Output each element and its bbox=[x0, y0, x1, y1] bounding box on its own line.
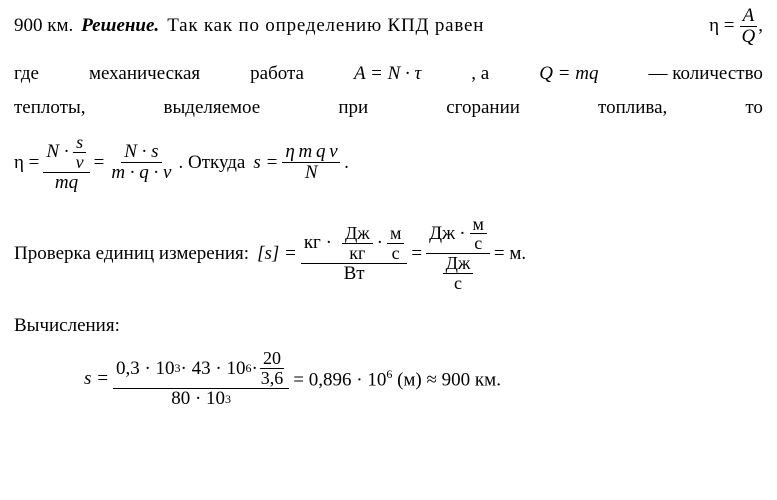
J-2b: Дж bbox=[443, 254, 474, 274]
numeric-frac-num: 0,3 · 103 · 43 · 106 · 20 3,6 bbox=[113, 349, 289, 389]
solution-word: Решение. bbox=[81, 15, 159, 37]
J-2a: Дж bbox=[429, 224, 455, 244]
num-etamqv: η m q v bbox=[282, 142, 340, 163]
N-dot: N · bbox=[46, 142, 68, 162]
eta-equals: η = bbox=[709, 15, 734, 37]
frac-J-over-s: Дж с bbox=[443, 254, 474, 293]
s-equals: s = bbox=[253, 152, 278, 174]
coef-2: · 43 · 10 bbox=[181, 359, 246, 379]
numerator-compound-left: N · s v bbox=[43, 133, 89, 173]
word-during: при bbox=[338, 97, 368, 119]
equals-1: = bbox=[94, 152, 105, 174]
numerator-A: A bbox=[740, 6, 758, 27]
word-mechanical: механическая bbox=[89, 63, 200, 85]
denominator-mq: mq bbox=[52, 173, 81, 193]
bracket-s: [s] = bbox=[257, 243, 297, 265]
units-frac-1-num: кг · Дж кг · м с bbox=[301, 224, 408, 264]
dot-1: · bbox=[377, 233, 383, 253]
row2d: , а bbox=[471, 63, 489, 84]
eq-Q: Q = mq bbox=[539, 63, 598, 85]
m-2: м bbox=[470, 215, 487, 235]
coef-1: 0,3 · 10 bbox=[116, 359, 175, 379]
J-1: Дж bbox=[342, 224, 373, 244]
num-Ns: N · s bbox=[121, 142, 161, 163]
sec-3: с bbox=[451, 274, 465, 293]
s-equals-2: s = bbox=[84, 368, 109, 390]
sec-2: с bbox=[471, 234, 485, 253]
tail-comma: , bbox=[758, 15, 763, 37]
dot-2: · bbox=[459, 224, 465, 244]
word-work: работа bbox=[250, 63, 304, 85]
twenty: 20 bbox=[260, 349, 284, 369]
equals-m: = м. bbox=[494, 243, 526, 265]
whence: . Откуда bbox=[178, 152, 245, 174]
numeric-frac-den: 80 · 103 bbox=[168, 389, 234, 409]
line-7-numeric: s = 0,3 · 103 · 43 · 106 · 20 3,6 80 · 1… bbox=[14, 349, 763, 409]
kg-dot: кг · bbox=[304, 233, 332, 253]
line-4-derivation: η = N · s v mq = N · s m · q · v . Откуд… bbox=[14, 133, 763, 193]
line-1: 900 км. Решение. Так как по определению … bbox=[14, 6, 763, 47]
line-2: где механическая работа A = N · τ , а Q … bbox=[14, 63, 763, 85]
sec-1: с bbox=[389, 244, 403, 263]
frac-m-over-s-1: м с bbox=[387, 224, 404, 263]
kg-1: кг bbox=[346, 244, 368, 263]
word-then: то bbox=[745, 97, 763, 119]
den-N: N bbox=[302, 163, 321, 183]
exp3-2: 3 bbox=[225, 393, 231, 406]
calculations-label: Вычисления: bbox=[14, 315, 120, 337]
eta-eq-2: η = bbox=[14, 152, 39, 174]
word-fuel: топлива, bbox=[598, 97, 667, 119]
result-part: = 0,896 · 106 (м) ≈ 900 км. bbox=[293, 367, 501, 391]
word-released: выделяемое bbox=[164, 97, 261, 119]
frac-Ns-over-mqv: N · s m · q · v bbox=[108, 142, 174, 183]
period-1: . bbox=[344, 152, 349, 174]
word-heat: теплоты, bbox=[14, 97, 85, 119]
line-3: теплоты, выделяемое при сгорании топлива… bbox=[14, 97, 763, 119]
W-1: Вт bbox=[341, 264, 368, 284]
frac-m-over-s-2: м с bbox=[470, 215, 487, 254]
units-frac-2-den: Дж с bbox=[440, 254, 477, 293]
inner-num-s: s bbox=[73, 133, 86, 153]
frac-20-over-3p6: 20 3,6 bbox=[258, 349, 287, 388]
result-tail: (м) ≈ 900 км. bbox=[392, 369, 501, 390]
frac-compound-left: N · s v mq bbox=[43, 133, 89, 193]
units-check-label: Проверка единиц измерения: bbox=[14, 243, 249, 265]
den-mqv: m · q · v bbox=[108, 163, 174, 183]
frac-J-over-kg: Дж кг bbox=[342, 224, 373, 263]
den-coef: 80 · 10 bbox=[171, 389, 225, 409]
units-frac-2: Дж · м с Дж с bbox=[426, 215, 490, 294]
denominator-Q: Q bbox=[739, 27, 759, 47]
frac-s-over-v: s v bbox=[73, 133, 87, 172]
frac-A-over-Q: A Q bbox=[739, 6, 759, 47]
equals-2: = bbox=[411, 243, 422, 265]
numeric-frac: 0,3 · 103 · 43 · 106 · 20 3,6 80 · 103 bbox=[113, 349, 289, 409]
units-frac-2-num: Дж · м с bbox=[426, 215, 490, 255]
inner-den-v: v bbox=[73, 153, 87, 172]
eq-A: A = N · τ bbox=[354, 63, 421, 85]
where: где bbox=[14, 63, 39, 85]
line-6-calc-label: Вычисления: bbox=[14, 315, 763, 337]
result-a: = 0,896 · 10 bbox=[293, 369, 386, 390]
row1-rest: Так как по определению КПД равен bbox=[167, 15, 484, 37]
units-frac-1: кг · Дж кг · м с Вт bbox=[301, 224, 408, 284]
line-5-units: Проверка единиц измерения: [s] = кг · Дж… bbox=[14, 215, 763, 294]
dash-quantity: — количество bbox=[648, 63, 762, 85]
frac-etamqv-over-N: η m q v N bbox=[282, 142, 340, 183]
word-combustion: сгорании bbox=[446, 97, 520, 119]
threepointsix: 3,6 bbox=[258, 369, 287, 388]
m-1: м bbox=[387, 224, 404, 244]
lead: 900 км. bbox=[14, 15, 73, 37]
